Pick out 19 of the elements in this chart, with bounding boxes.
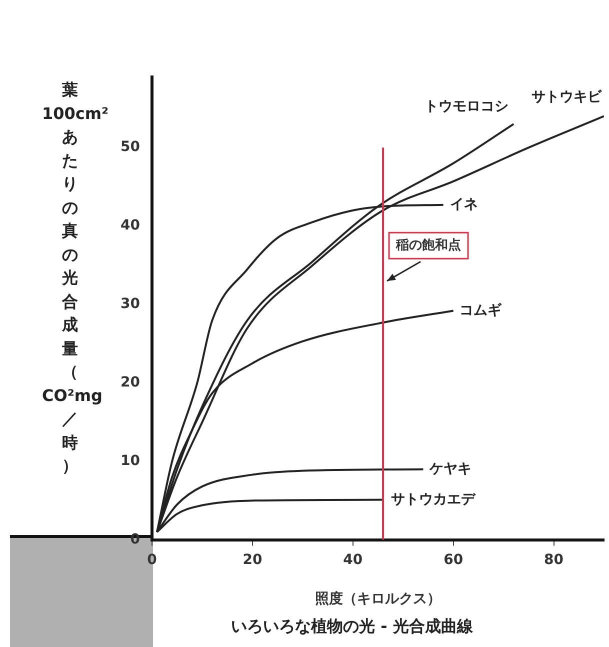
series-label: ケヤキ	[428, 460, 472, 477]
x-tick-label: 60	[444, 552, 464, 568]
x-axis-title: 照度（キロルクス）	[315, 590, 441, 608]
y-tick-label: 40	[120, 218, 140, 234]
y-tick-label: 30	[120, 296, 140, 312]
x-tick-label: 40	[343, 552, 363, 568]
y-tick-label: 10	[120, 453, 140, 469]
series-label: イネ	[450, 196, 478, 212]
x-tick-label: 20	[242, 552, 262, 568]
text: いろいろな植物の光 - 光合成曲線	[231, 616, 474, 636]
text: 葉100cm²あたりの真の光合成量（CO²mg／時）	[42, 80, 109, 475]
series-label: トウモロコシ	[424, 98, 509, 114]
series-label: コムギ	[459, 302, 502, 318]
x-tick-label: 80	[544, 552, 564, 568]
series-label: サトウカエデ	[391, 491, 476, 508]
y-tick-label: 20	[120, 374, 140, 391]
ref-line-label: 稲の飽和点	[395, 237, 462, 254]
y-tick-label: 50	[120, 139, 140, 156]
series-label: サトウキビ	[531, 89, 602, 106]
